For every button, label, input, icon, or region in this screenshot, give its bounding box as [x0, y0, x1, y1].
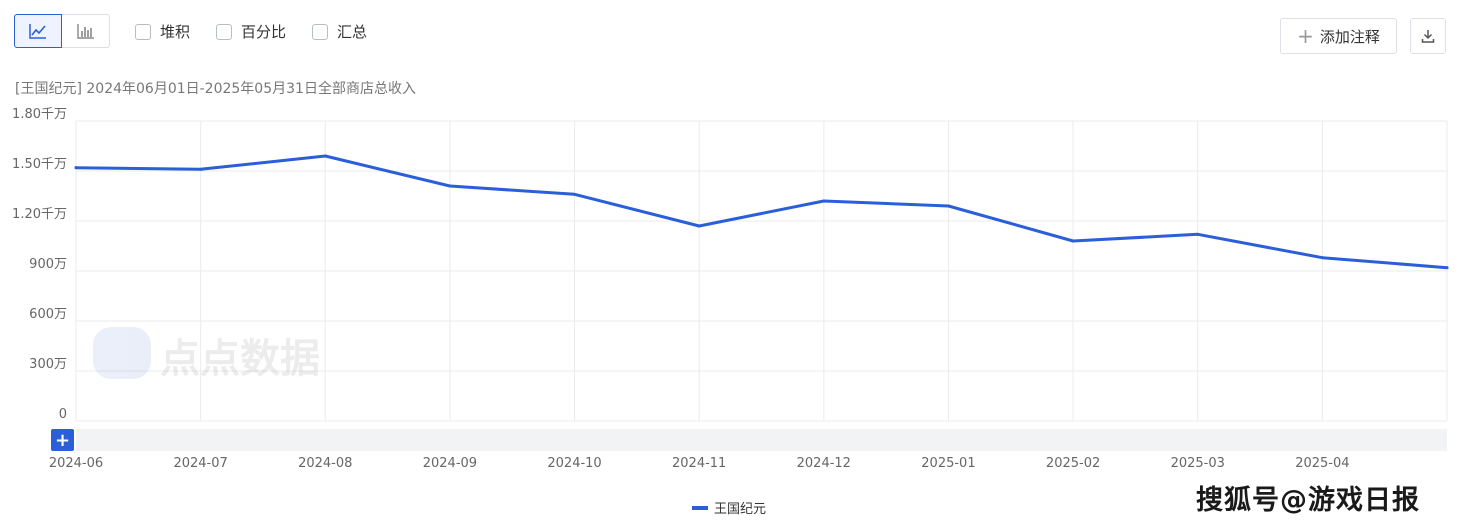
x-axis-ticks: 2024-06 2024-07 2024-08 2024-09 2024-10 2024-… — [49, 456, 1350, 471]
percentage-checkbox[interactable]: 百分比 — [216, 21, 286, 42]
watermark-logo-mark — [93, 327, 151, 379]
checkbox-box[interactable] — [135, 23, 151, 40]
series-line — [74, 154, 1449, 270]
checkbox-box[interactable] — [312, 23, 329, 40]
y-tick-label: 1.50千万 — [12, 157, 67, 172]
x-tick-label: 2025-02 — [1046, 456, 1100, 471]
chart-type-toggle — [14, 14, 110, 48]
data-point — [822, 199, 826, 203]
legend-label: 王国纪元 — [714, 502, 766, 517]
y-tick-label: 1.80千万 — [12, 107, 67, 122]
corner-watermark: 搜狐号@游戏日报 — [1196, 485, 1420, 516]
range-track — [76, 429, 1447, 451]
range-expand-label: + — [55, 430, 70, 451]
stacked-label: 堆积 — [160, 23, 191, 41]
data-point — [448, 184, 452, 188]
y-axis-ticks: 0 300万 600万 900万 1.20千万 1.50千万 1.80千万 — [12, 107, 67, 422]
y-tick-label: 300万 — [29, 357, 67, 372]
checkbox-box[interactable] — [216, 23, 233, 40]
data-point — [199, 167, 203, 171]
x-tick-label: 2024-12 — [797, 456, 851, 471]
y-tick-label: 1.20千万 — [12, 207, 67, 222]
legend: 王国纪元 — [692, 502, 766, 517]
x-tick-label: 2024-09 — [423, 456, 477, 471]
data-point — [1196, 232, 1200, 236]
summary-label: 汇总 — [337, 23, 368, 41]
percentage-label: 百分比 — [241, 23, 287, 41]
data-point — [323, 154, 327, 158]
diandian-watermark-logo: 点点数据 — [93, 327, 320, 382]
y-tick-label: 900万 — [29, 257, 67, 272]
stacked-checkbox[interactable]: 堆积 — [135, 21, 190, 42]
bar-chart-button[interactable] — [62, 14, 110, 48]
add-annotation-button[interactable]: + 添加注释 — [1280, 18, 1397, 54]
x-tick-label: 2025-03 — [1171, 456, 1225, 471]
x-tick-label: 2024-06 — [49, 456, 103, 471]
chart-subtitle: [王国纪元] 2024年06月01日-2025年05月31日全部商店总收入 — [15, 81, 416, 97]
data-point — [697, 224, 701, 228]
data-point — [1071, 239, 1075, 243]
summary-checkbox[interactable]: 汇总 — [312, 21, 367, 42]
download-icon — [1421, 30, 1435, 43]
grid-lines — [75, 120, 1448, 422]
watermark-logo-text: 点点数据 — [160, 336, 320, 382]
x-tick-label: 2025-01 — [921, 456, 975, 471]
add-annotation-label: 添加注释 — [1319, 27, 1380, 46]
x-tick-label: 2024-10 — [547, 456, 601, 471]
x-tick-label: 2024-11 — [672, 456, 726, 471]
data-point — [74, 166, 78, 170]
x-tick-label: 2025-04 — [1295, 456, 1349, 471]
plus-icon: + — [1297, 24, 1314, 48]
x-tick-label: 2024-07 — [173, 456, 227, 471]
line-chart-button[interactable] — [14, 14, 62, 48]
range-expand-button[interactable] — [51, 429, 74, 451]
y-tick-label: 0 — [59, 407, 67, 422]
x-tick-label: 2024-08 — [298, 456, 352, 471]
data-point — [946, 204, 950, 208]
y-tick-label: 600万 — [29, 307, 67, 322]
data-point — [1320, 256, 1324, 260]
bar-chart-icon — [76, 24, 94, 39]
download-button[interactable] — [1410, 18, 1446, 54]
data-point — [1445, 266, 1449, 270]
option-checkboxes: 堆积 百分比 汇总 — [135, 21, 367, 42]
series-layer — [74, 154, 1449, 270]
range-selector: + — [51, 429, 1447, 451]
data-point — [573, 192, 577, 196]
line-chart-icon — [29, 24, 46, 39]
